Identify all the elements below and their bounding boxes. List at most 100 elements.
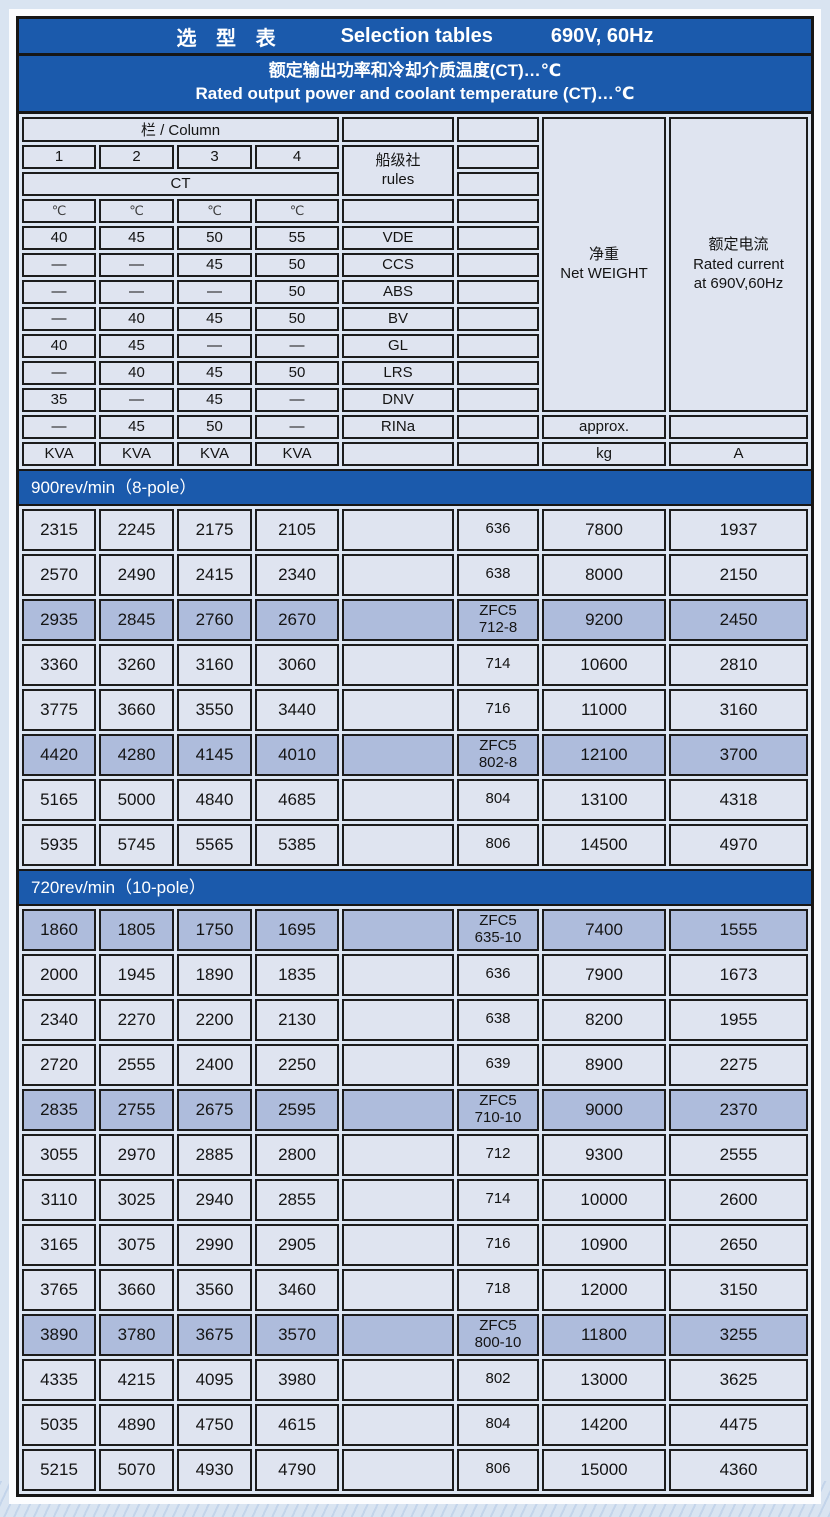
column-number: 4 [255,144,340,169]
kva-value-cell: 3775 [22,688,96,731]
kva-value-cell: 4840 [177,778,252,821]
weight-cell: 9300 [542,1133,666,1176]
rules-empty-cell [342,998,454,1041]
society-cell: GL [342,333,455,358]
model-cell: 804 [457,778,539,821]
rules-empty-cell [342,1178,454,1221]
model-cell: ZFC5 712-8 [457,598,539,641]
temp-cell: — [255,414,340,439]
column-group-label: 栏 / Column [22,116,340,142]
weight-cell: 9000 [542,1088,666,1131]
kva-value-cell: 5565 [177,823,252,866]
temp-cell: 45 [177,387,252,412]
kva-value-cell: 2940 [177,1178,252,1221]
weight-cell: 7800 [542,508,666,551]
temp-cell: 40 [22,333,96,358]
model-cell: ZFC5 800-10 [457,1313,539,1356]
kva-value-cell: 3660 [99,1268,174,1311]
rules-empty-cell [342,1448,454,1491]
empty-cell [457,252,540,277]
empty-cell [457,441,540,466]
kva-value-cell: 5745 [99,823,174,866]
kva-value-cell: 1945 [99,953,174,996]
temp-cell: 45 [177,306,252,331]
kva-value-cell: 5000 [99,778,174,821]
approx-cell: approx. [542,414,667,439]
page-title-spec: 690V, 60Hz [550,24,654,47]
degree-symbol: ℃ [255,198,340,223]
weight-cell: 8000 [542,553,666,596]
page-title-cn: 选 型 表 [176,27,283,50]
kva-value-cell: 3675 [177,1313,252,1356]
kva-value-cell: 3560 [177,1268,252,1311]
kva-value-cell: 2990 [177,1223,252,1266]
degree-symbol: ℃ [22,198,96,223]
data-row: 3110 3025 2940 2855 714 10000 2600 [22,1178,808,1221]
society-cell: BV [342,306,455,331]
net-weight-label-cn: 净重 [589,245,620,263]
data-row: 2315 2245 2175 2105 636 7800 1937 [22,508,808,551]
kva-unit: KVA [22,441,96,466]
data-row: 3890 3780 3675 3570 ZFC5 800-10 11800 3255 [22,1313,808,1356]
rules-empty-cell [342,1358,454,1401]
society-row: —40 45 50 BV [22,306,808,331]
data-row: 5165 5000 4840 4685 804 13100 4318 [22,778,808,821]
rules-empty-cell [342,1403,454,1446]
temp-cell: 45 [177,252,252,277]
model-cell: ZFC5 802-8 [457,733,539,776]
title-bar: 选 型 表 Selection tables 690V, 60Hz [19,19,811,56]
weight-cell: 11800 [542,1313,666,1356]
society-row: — — —50 ABS [22,279,808,304]
rules-empty-cell [342,598,454,641]
kva-value-cell: 3110 [22,1178,96,1221]
weight-cell: 8900 [542,1043,666,1086]
temp-cell: 50 [177,225,252,250]
kva-value-cell: 4335 [22,1358,96,1401]
data-row: 3360 3260 3160 3060 714 10600 2810 [22,643,808,686]
temp-cell: 45 [177,360,252,385]
current-cell: 2450 [669,598,808,641]
model-cell: 638 [457,553,539,596]
kva-value-cell: 2270 [99,998,174,1041]
model-cell: 636 [457,953,539,996]
kva-value-cell: 2400 [177,1043,252,1086]
empty-cell [457,171,540,196]
rules-empty-cell [342,1088,454,1131]
net-weight-label-en: Net WEIGHT [560,265,648,283]
rules-empty-cell [342,823,454,866]
data-row: 4335 4215 4095 3980 802 13000 3625 [22,1358,808,1401]
current-cell: 2555 [669,1133,808,1176]
kva-value-cell: 4215 [99,1358,174,1401]
weight-cell: 12000 [542,1268,666,1311]
weight-cell: 9200 [542,598,666,641]
rules-empty-cell [342,953,454,996]
weight-cell: 13000 [542,1358,666,1401]
model-cell: ZFC5 710-10 [457,1088,539,1131]
model-cell: 802 [457,1358,539,1401]
temp-cell: 45 [99,333,174,358]
kva-value-cell: 2720 [22,1043,96,1086]
kva-value-cell: 3160 [177,643,252,686]
data-sections: 900rev/min（8-pole） 2315 2245 2175 2105 636 780… [19,468,811,1494]
kva-value-cell: 4790 [255,1448,339,1491]
temp-cell: 50 [255,252,340,277]
kva-value-cell: 2800 [255,1133,339,1176]
kva-value-cell: 3460 [255,1268,339,1311]
empty-cell [457,414,540,439]
kva-value-cell: 5935 [22,823,96,866]
kva-value-cell: 2175 [177,508,252,551]
kva-value-cell: 3055 [22,1133,96,1176]
kva-value-cell: 3360 [22,643,96,686]
rated-current-header: 额定电流 Rated current at 690V,60Hz [669,116,809,412]
current-cell: 3255 [669,1313,808,1356]
temp-cell: 55 [255,225,340,250]
kva-value-cell: 2855 [255,1178,339,1221]
society-row: 35—45— DNV [22,387,808,412]
temp-cell: 35 [22,387,96,412]
model-cell: 714 [457,643,539,686]
rules-empty-cell [342,1043,454,1086]
kva-value-cell: 2555 [99,1043,174,1086]
kva-value-cell: 1805 [99,908,174,951]
subtitle-cn: 额定输出功率和冷却介质温度(CT)…℃ [268,61,562,80]
section-header: 720rev/min（10-pole） [19,868,811,906]
